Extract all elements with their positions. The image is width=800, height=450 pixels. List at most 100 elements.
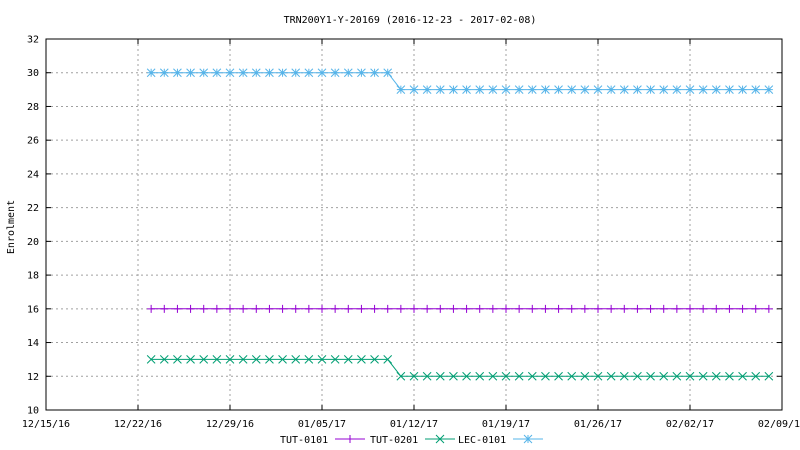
- legend-marker-tut-0201: [435, 434, 445, 444]
- data-point-tut-0201: [251, 355, 261, 364]
- data-point-tut-0101: [725, 304, 734, 313]
- data-point-tut-0101: [554, 304, 563, 313]
- data-point-tut-0201: [711, 371, 721, 381]
- data-point-tut-0201: [343, 355, 353, 364]
- data-point-lec-0101: [711, 85, 721, 94]
- data-point-lec-0101: [265, 68, 274, 78]
- data-point-tut-0201: [422, 371, 432, 381]
- y-tick-label: 18: [27, 271, 39, 282]
- data-point-tut-0101: [515, 304, 524, 313]
- data-point-lec-0101: [567, 85, 577, 94]
- data-point-tut-0201: [541, 371, 550, 381]
- x-tick-label: 01/26/17: [574, 419, 622, 430]
- data-point-lec-0101: [251, 68, 261, 78]
- data-point-tut-0101: [751, 304, 760, 313]
- data-point-tut-0201: [672, 371, 682, 381]
- series-line-tut-0201: [151, 358, 769, 377]
- data-point-tut-0101: [212, 304, 221, 313]
- data-point-tut-0101: [567, 304, 576, 313]
- data-point-tut-0101: [252, 304, 261, 313]
- data-point-tut-0101: [278, 304, 287, 313]
- data-point-tut-0201: [725, 371, 734, 381]
- data-point-tut-0201: [278, 355, 287, 364]
- data-point-tut-0101: [304, 304, 313, 313]
- y-tick-label: 10: [27, 406, 39, 417]
- data-point-tut-0101: [594, 304, 602, 313]
- data-point-tut-0101: [423, 304, 432, 313]
- data-point-tut-0201: [159, 355, 169, 364]
- data-point-tut-0101: [239, 304, 248, 313]
- data-point-tut-0201: [409, 371, 419, 381]
- y-tick-label: 12: [27, 372, 39, 383]
- data-point-tut-0101: [738, 304, 747, 313]
- data-point-lec-0101: [317, 68, 327, 78]
- plot-frame: [45, 38, 783, 411]
- data-point-tut-0101: [646, 304, 655, 313]
- data-point-lec-0101: [659, 85, 669, 94]
- data-point-tut-0201: [593, 371, 603, 381]
- data-point-lec-0101: [396, 85, 406, 94]
- data-point-tut-0101: [672, 304, 681, 313]
- data-point-tut-0101: [186, 304, 195, 313]
- data-point-tut-0101: [147, 304, 156, 313]
- data-point-lec-0101: [370, 68, 379, 78]
- data-point-tut-0101: [410, 304, 418, 313]
- data-point-lec-0101: [738, 85, 747, 94]
- data-point-tut-0201: [738, 371, 747, 381]
- series-line-lec-0101: [151, 72, 769, 91]
- series-tut-0201: [146, 355, 774, 381]
- data-point-tut-0101: [226, 304, 234, 313]
- data-point-tut-0201: [554, 371, 563, 381]
- data-point-tut-0201: [357, 355, 366, 364]
- y-tick-label: 14: [27, 338, 39, 349]
- data-point-tut-0201: [646, 371, 655, 381]
- data-point-lec-0101: [646, 85, 655, 94]
- data-point-lec-0101: [764, 85, 774, 94]
- data-point-tut-0201: [199, 355, 209, 364]
- data-point-lec-0101: [173, 68, 182, 78]
- data-point-tut-0201: [225, 355, 235, 364]
- data-point-tut-0201: [567, 371, 577, 381]
- x-tick-label: 01/19/17: [482, 419, 530, 430]
- data-point-tut-0101: [475, 304, 484, 313]
- data-point-tut-0201: [764, 371, 774, 381]
- data-point-lec-0101: [606, 85, 616, 94]
- data-point-lec-0101: [330, 68, 340, 78]
- legend-marker-lec-0101: [523, 434, 533, 444]
- data-point-tut-0201: [238, 355, 248, 364]
- data-point-tut-0101: [396, 304, 405, 313]
- x-tick-label: 02/02/17: [666, 419, 714, 430]
- y-tick-label: 20: [27, 237, 39, 248]
- data-point-lec-0101: [422, 85, 432, 94]
- data-point-tut-0201: [449, 371, 458, 381]
- data-point-tut-0101: [291, 304, 300, 313]
- data-point-lec-0101: [698, 85, 708, 94]
- data-point-tut-0201: [212, 355, 222, 364]
- data-point-lec-0101: [159, 68, 169, 78]
- data-point-tut-0101: [370, 304, 379, 313]
- data-point-tut-0201: [462, 371, 471, 381]
- x-tick-label: 01/12/17: [390, 419, 438, 430]
- x-tick-label: 01/05/17: [298, 419, 346, 430]
- data-point-tut-0101: [580, 304, 589, 313]
- data-point-tut-0201: [330, 355, 340, 364]
- y-tick-label: 22: [27, 203, 39, 214]
- data-point-lec-0101: [593, 85, 603, 94]
- data-point-tut-0201: [514, 371, 524, 381]
- legend-label-tut-0101: TUT-0101: [280, 435, 328, 446]
- data-point-tut-0201: [501, 371, 511, 381]
- data-point-tut-0101: [160, 304, 169, 313]
- data-point-tut-0101: [331, 304, 340, 313]
- y-tick-label: 16: [27, 304, 39, 315]
- data-point-tut-0201: [580, 371, 590, 381]
- y-tick-label: 24: [27, 169, 39, 180]
- legend-entry-tut-0101: TUT-0101: [280, 435, 365, 446]
- y-tick-label: 30: [27, 68, 39, 79]
- data-point-tut-0201: [659, 371, 669, 381]
- data-point-lec-0101: [554, 85, 563, 94]
- data-point-tut-0101: [462, 304, 471, 313]
- data-point-tut-0201: [633, 371, 642, 381]
- data-point-tut-0201: [488, 371, 498, 381]
- data-point-lec-0101: [186, 68, 195, 78]
- data-point-lec-0101: [199, 68, 209, 78]
